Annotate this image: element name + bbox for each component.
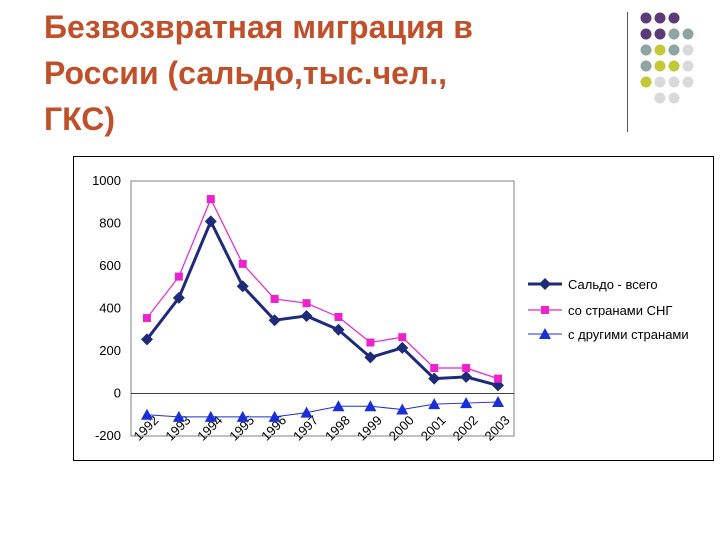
total-balance-point xyxy=(428,372,441,385)
decorative-dot xyxy=(654,76,666,88)
decorative-dot xyxy=(668,60,680,72)
title-line-2: России (сальдо,тыс.чел., xyxy=(44,55,448,91)
decorative-dot-grid xyxy=(640,12,694,104)
x-tick-label: 2000 xyxy=(386,413,417,444)
cis-countries-point xyxy=(430,364,439,372)
decorative-dot xyxy=(682,76,694,88)
total-balance-point xyxy=(140,333,153,346)
total-balance-point xyxy=(204,215,217,228)
cis-countries-point xyxy=(238,259,247,268)
cis-countries-point xyxy=(270,294,279,303)
other-countries-point xyxy=(492,396,505,407)
decorative-dot xyxy=(640,60,652,72)
other-countries-point xyxy=(268,410,281,422)
cis-countries-point xyxy=(494,374,503,383)
other-countries-point xyxy=(460,397,473,409)
cis-countries-point xyxy=(462,364,471,372)
total-balance-point xyxy=(236,280,249,293)
other-countries-point xyxy=(236,410,249,422)
decorative-dot xyxy=(668,28,680,40)
y-tick-label: 1000 xyxy=(92,173,121,188)
other-countries-point xyxy=(172,410,185,422)
plot-area xyxy=(130,180,515,437)
decorative-dot xyxy=(640,12,652,24)
total-balance-point xyxy=(492,379,505,392)
cis-countries-point xyxy=(302,299,311,308)
decorative-dot xyxy=(682,28,694,40)
decorative-dot xyxy=(640,44,652,56)
cis-countries-series-line xyxy=(146,197,499,380)
legend-other-countries-point xyxy=(539,328,551,339)
chart-frame xyxy=(73,156,714,461)
total-balance-point xyxy=(300,309,313,322)
cis-countries-point xyxy=(142,314,151,323)
x-tick-label: 2001 xyxy=(418,413,449,444)
decorative-dot xyxy=(668,76,680,88)
slide-title: Безвозвратная миграция в России (сальдо,… xyxy=(44,4,604,142)
decorative-dot xyxy=(640,28,652,40)
decorative-dot xyxy=(640,76,652,88)
cis-countries-point xyxy=(334,313,343,321)
other-countries-point xyxy=(428,398,441,410)
decorative-dot xyxy=(682,60,694,72)
total-balance-point xyxy=(172,291,185,304)
x-tick-label: 1999 xyxy=(354,413,385,444)
decorative-divider xyxy=(627,12,628,132)
y-tick-label: 200 xyxy=(99,343,121,358)
decorative-dot xyxy=(668,12,680,24)
cis-countries-point xyxy=(398,333,407,342)
decorative-dot xyxy=(668,44,680,56)
other-countries-point xyxy=(140,408,153,420)
x-tick-label: 2002 xyxy=(450,413,481,444)
y-tick-label: 800 xyxy=(99,216,121,231)
decorative-dot xyxy=(654,12,666,24)
decorative-dot xyxy=(654,92,666,104)
total-balance-point xyxy=(268,314,281,327)
cis-countries-point xyxy=(174,272,183,281)
x-tick-label: 2003 xyxy=(482,413,513,444)
title-line-3: ГКС) xyxy=(44,101,116,137)
decorative-dot xyxy=(668,92,680,104)
other-countries-point xyxy=(300,406,313,418)
cis-countries-point xyxy=(206,195,215,204)
total-balance-series-line xyxy=(145,217,499,387)
other-countries-point xyxy=(364,400,377,412)
decorative-dot xyxy=(654,60,666,72)
decorative-dot xyxy=(654,28,666,40)
total-balance-point xyxy=(460,370,473,383)
y-tick-label: 400 xyxy=(99,301,121,316)
other-countries-series-line xyxy=(146,401,499,418)
legend-label-cis-countries: со странами СНГ xyxy=(568,303,672,318)
y-tick-label: 600 xyxy=(99,258,121,273)
legend-label-other-countries: с другими странами xyxy=(568,327,689,342)
x-tick-label: 1998 xyxy=(322,413,353,444)
y-tick-label: 0 xyxy=(114,386,121,401)
other-countries-point xyxy=(396,403,409,415)
y-tick-label: -200 xyxy=(95,428,121,443)
total-balance-point xyxy=(396,341,409,354)
other-countries-point xyxy=(204,410,217,422)
decorative-dot xyxy=(654,44,666,56)
other-countries-point xyxy=(332,400,345,412)
legend-label-total-balance: Сальдо - всего xyxy=(568,277,658,292)
cis-countries-point xyxy=(366,338,375,347)
title-line-1: Безвозвратная миграция в xyxy=(44,9,473,45)
legend-cis-countries-point xyxy=(541,306,549,314)
legend-total-balance-point xyxy=(539,278,551,290)
total-balance-point xyxy=(364,351,377,364)
total-balance-point xyxy=(332,323,345,336)
decorative-dot xyxy=(682,44,694,56)
